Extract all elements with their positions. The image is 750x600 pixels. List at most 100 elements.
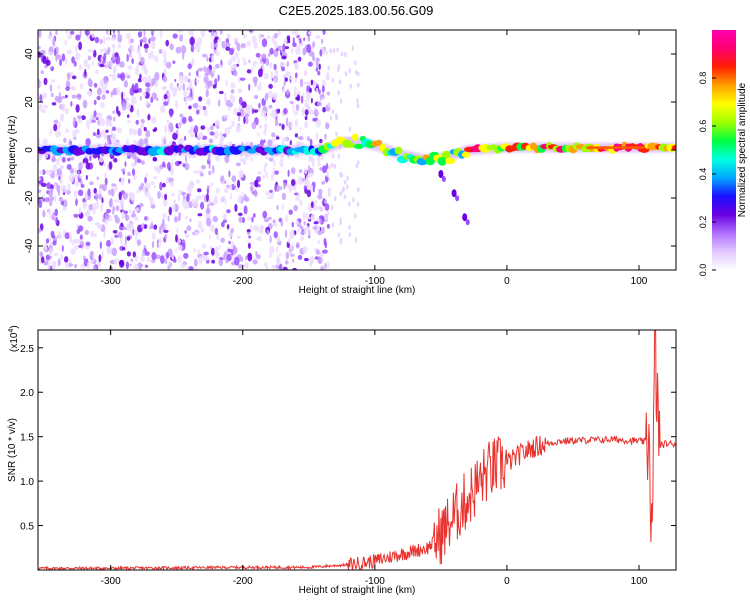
- noise-speckle: [124, 212, 128, 220]
- noise-speckle: [182, 82, 185, 91]
- noise-speckle: [111, 126, 117, 131]
- noise-speckle: [321, 180, 325, 185]
- noise-speckle: [335, 131, 338, 137]
- colorbar-tick-label: 0.8: [698, 72, 708, 85]
- noise-speckle: [323, 198, 328, 205]
- figure-title: C2E5.2025.183.00.56.G09: [279, 3, 434, 18]
- noise-speckle: [82, 99, 88, 109]
- noise-speckle: [206, 217, 212, 227]
- noise-speckle: [138, 185, 144, 191]
- noise-speckle: [327, 102, 331, 108]
- noise-speckle: [198, 131, 204, 140]
- noise-speckle: [40, 82, 43, 87]
- noise-speckle: [163, 229, 169, 233]
- noise-speckle: [97, 112, 103, 119]
- noise-speckle: [52, 240, 57, 246]
- noise-speckle: [57, 231, 62, 240]
- noise-speckle: [208, 234, 211, 239]
- noise-speckle: [178, 123, 182, 129]
- noise-speckle: [288, 251, 292, 257]
- noise-speckle: [312, 186, 315, 193]
- noise-speckle: [92, 203, 98, 210]
- noise-speckle: [203, 251, 209, 256]
- colorbar-label: Normalized spectral amplitude: [737, 82, 748, 217]
- noise-speckle: [105, 213, 110, 220]
- noise-speckle: [109, 259, 116, 265]
- noise-speckle: [357, 187, 360, 193]
- x-tick-label: -100: [365, 276, 385, 287]
- colorbar-tick-label: 0.0: [698, 264, 708, 277]
- signal-blob: [345, 142, 357, 148]
- noise-speckle: [188, 30, 192, 36]
- noise-speckle: [143, 137, 149, 145]
- branch-blob: [462, 213, 468, 222]
- noise-speckle: [357, 160, 360, 166]
- noise-speckle: [351, 45, 355, 51]
- noise-speckle: [205, 89, 209, 98]
- noise-speckle: [204, 195, 207, 203]
- noise-speckle: [186, 97, 193, 102]
- noise-speckle: [160, 255, 165, 264]
- noise-speckle: [150, 36, 156, 42]
- noise-speckle: [254, 179, 259, 188]
- noise-speckle: [197, 67, 203, 72]
- noise-speckle: [286, 90, 289, 95]
- noise-speckle: [96, 95, 101, 101]
- noise-speckle: [188, 128, 193, 135]
- noise-speckle: [354, 213, 357, 219]
- noise-speckle: [229, 125, 232, 130]
- signal-blob: [437, 156, 447, 166]
- noise-speckle: [147, 75, 152, 84]
- noise-speckle: [336, 47, 339, 53]
- noise-speckle: [295, 46, 301, 55]
- noise-speckle: [66, 49, 72, 55]
- y-tick-label: 2.0: [20, 388, 34, 399]
- noise-speckle: [276, 254, 279, 264]
- noise-speckle: [116, 87, 120, 96]
- noise-speckle: [211, 66, 216, 74]
- noise-speckle: [89, 162, 93, 170]
- noise-speckle: [42, 210, 46, 218]
- noise-speckle: [230, 56, 236, 62]
- noise-speckle: [206, 98, 212, 106]
- noise-speckle: [49, 128, 52, 136]
- noise-speckle: [279, 263, 283, 270]
- noise-speckle: [54, 48, 57, 57]
- noise-speckle: [38, 103, 43, 111]
- noise-speckle: [150, 181, 155, 186]
- noise-speckle: [55, 129, 61, 138]
- noise-speckle: [326, 261, 330, 270]
- noise-speckle: [266, 35, 270, 40]
- noise-speckle: [354, 69, 358, 75]
- noise-speckle: [163, 68, 167, 77]
- noise-speckle: [110, 130, 113, 134]
- noise-speckle: [63, 137, 67, 143]
- noise-speckle: [313, 80, 317, 89]
- noise-speckle: [179, 113, 184, 118]
- noise-speckle: [242, 60, 248, 66]
- noise-speckle: [124, 161, 127, 168]
- noise-speckle: [155, 254, 161, 260]
- noise-speckle: [68, 173, 75, 183]
- noise-speckle: [260, 110, 266, 117]
- noise-speckle: [163, 93, 168, 100]
- noise-speckle: [274, 32, 278, 39]
- noise-speckle: [244, 113, 249, 118]
- y-tick-label: 2.5: [20, 344, 34, 355]
- noise-speckle: [110, 37, 116, 41]
- noise-speckle: [169, 140, 173, 146]
- noise-speckle: [58, 196, 64, 202]
- noise-speckle: [87, 48, 93, 53]
- noise-speckle: [103, 230, 106, 239]
- noise-speckle: [356, 201, 360, 207]
- noise-speckle: [221, 221, 225, 228]
- noise-speckle: [38, 203, 43, 208]
- noise-speckle: [112, 230, 118, 234]
- noise-speckle: [132, 210, 135, 216]
- noise-speckle: [226, 253, 232, 262]
- noise-speckle: [196, 179, 200, 184]
- noise-speckle: [306, 189, 312, 198]
- noise-speckle: [74, 45, 78, 53]
- noise-speckle: [53, 124, 58, 132]
- noise-speckle: [53, 252, 59, 256]
